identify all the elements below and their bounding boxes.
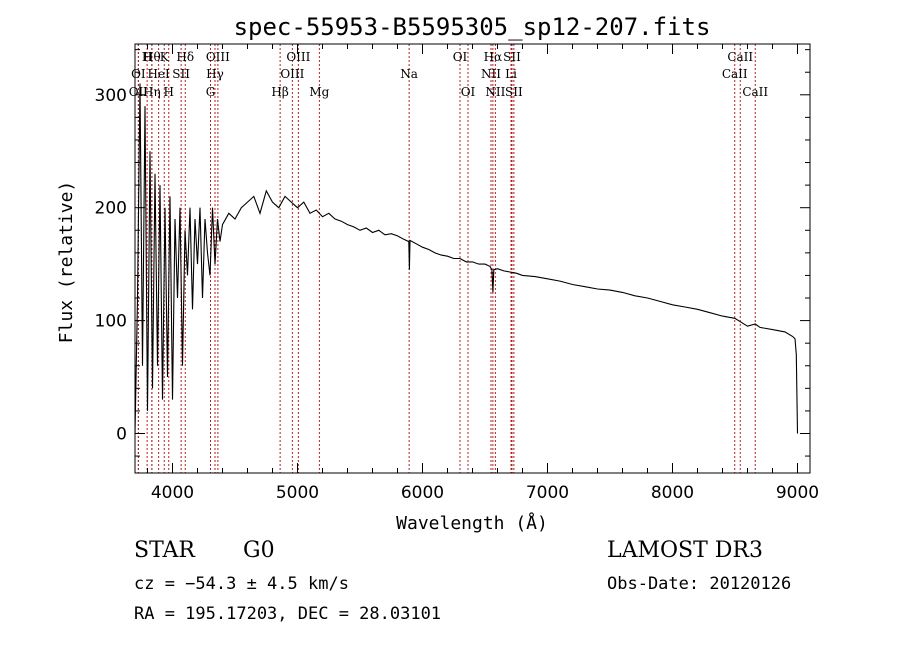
object-subclass: G0 [243,538,275,563]
line-label: SII [172,67,190,81]
object-class: STAR [134,538,195,563]
line-label: OI [453,50,468,64]
line-label: NII [485,85,505,99]
line-label: OI [131,67,146,81]
redshift-velocity: cz = −54.3 ± 4.5 km/s [134,574,349,594]
line-label: OIII [286,50,310,64]
line-label: CaII [742,85,768,99]
line-label: SII [505,85,523,99]
line-label: Li [505,67,517,81]
line-label: OIII [206,50,230,64]
line-label: Na [400,67,418,81]
x-tick-label: 4000 [151,483,194,503]
x-axis-label: Wavelength (Å) [396,512,548,534]
y-axis-ticks: 0 100 200 300 [95,49,810,457]
x-axis-ticks: 4000 5000 6000 7000 8000 9000 [147,44,819,503]
line-label: K [160,50,170,64]
observation-date: Obs-Date: 20120126 [607,574,792,594]
line-label: CaII [727,50,753,64]
line-label: Hγ [206,67,224,81]
line-label: Hη [143,85,161,99]
line-label: H [164,85,174,99]
x-tick-label: 5000 [276,483,319,503]
survey-name: LAMOST DR3 [607,538,763,563]
spectrum-line [134,83,799,434]
line-label: OII [129,85,149,99]
x-tick-label: 9000 [776,483,819,503]
plot-frame [134,43,811,474]
line-label: SII [503,50,521,64]
line-label: Hβ [271,85,288,99]
line-label: Hα [484,50,503,64]
y-tick-label: 200 [95,199,127,219]
line-label: OI [461,85,476,99]
line-label: NII [481,67,501,81]
y-tick-label: 0 [116,424,127,444]
spectral-line-markers [137,44,756,473]
y-tick-label: 100 [95,312,127,332]
x-tick-label: 7000 [526,483,569,503]
line-label: CaII [722,67,748,81]
line-label: G [206,85,216,99]
line-label: H [142,50,152,64]
chart-title: spec-55953-B5595305_sp12-207.fits [234,13,711,41]
y-axis-label: Flux (relative) [56,181,77,344]
line-label: Hδ [176,50,194,64]
spectrum-series [134,83,799,434]
y-tick-label: 300 [95,86,127,106]
line-label: OIII [280,67,304,81]
line-label: HeI [147,67,170,81]
coordinates: RA = 195.17203, DEC = 28.03101 [134,604,442,624]
x-tick-label: 6000 [401,483,444,503]
line-label: Hθ [143,50,161,64]
x-tick-label: 8000 [651,483,694,503]
line-label: Mg [309,85,329,99]
